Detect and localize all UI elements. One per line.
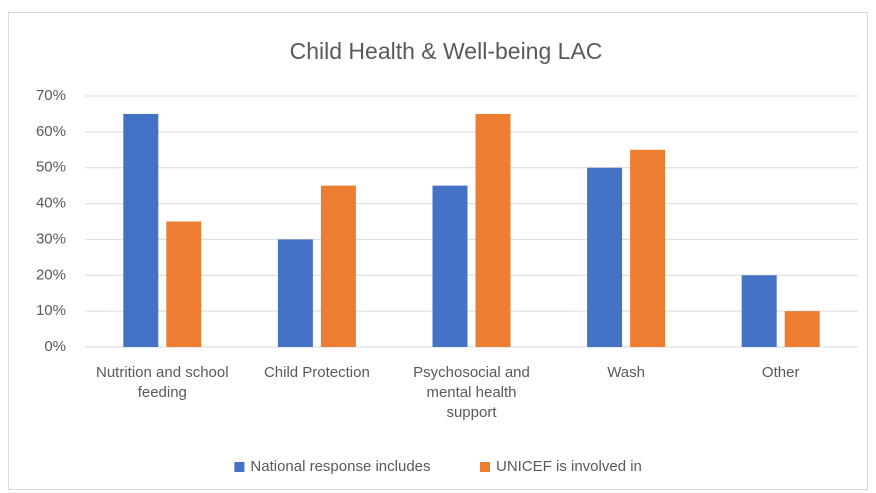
x-tick-label: Psychosocial and mental health support	[413, 364, 530, 421]
x-tick-label: Wash	[607, 364, 645, 381]
y-tick-label: 20%	[36, 266, 66, 283]
y-tick-label: 10%	[36, 302, 66, 319]
bar	[784, 311, 820, 347]
bar	[741, 275, 777, 347]
bar	[166, 221, 202, 347]
bar	[630, 149, 666, 347]
bar	[587, 167, 623, 347]
y-tick-label: 70%	[36, 87, 66, 104]
y-tick-label: 30%	[36, 230, 66, 247]
x-tick-label: Nutrition and school feeding	[96, 364, 229, 401]
y-tick-label: 40%	[36, 195, 66, 212]
y-tick-label: 60%	[36, 123, 66, 140]
bar	[432, 185, 468, 347]
bar	[123, 113, 159, 347]
x-tick-label: Other	[761, 364, 800, 381]
legend-swatch	[234, 462, 245, 472]
y-tick-label: 50%	[36, 159, 66, 176]
bar	[320, 185, 356, 347]
x-tick-label: Child Protection	[263, 364, 370, 381]
legend-label: UNICEF is involved in	[496, 458, 642, 475]
bar	[277, 239, 313, 347]
y-tick-label: 0%	[44, 338, 66, 355]
chart-title: Child Health & Well-being LAC	[290, 38, 603, 64]
legend-label: National response includes	[250, 458, 430, 475]
legend-swatch	[480, 462, 490, 472]
bar	[475, 113, 511, 347]
